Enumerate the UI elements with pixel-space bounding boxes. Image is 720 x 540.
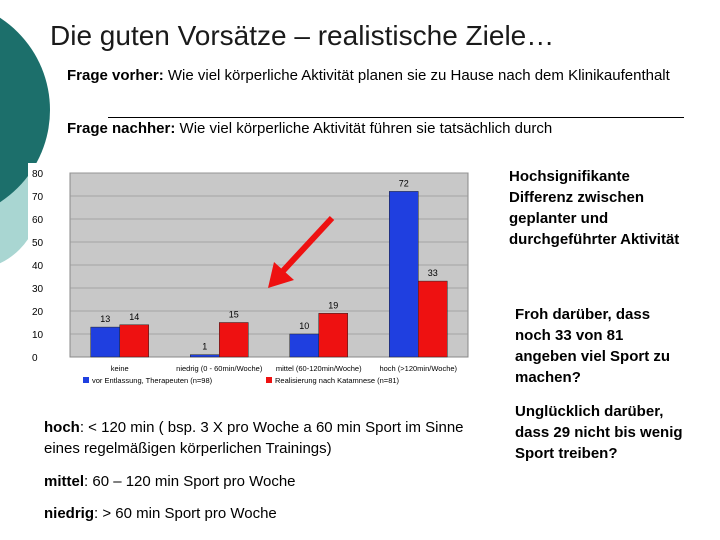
question-before: Frage vorher: Wie viel körperliche Aktiv… xyxy=(67,66,687,86)
bar xyxy=(289,333,319,358)
x-tick-label: hoch (>120min/Woche) xyxy=(379,364,457,373)
note-glad: Froh darüber, dass noch 33 von 81 angebe… xyxy=(515,306,671,386)
divider-line xyxy=(108,117,684,118)
x-tick-label: mittel (60-120min/Woche) xyxy=(276,364,362,373)
data-label: 72 xyxy=(399,178,409,188)
data-label: 14 xyxy=(129,312,139,322)
note-unhappy: Unglücklich darüber, dass 29 nicht bis w… xyxy=(515,403,683,462)
bar xyxy=(119,324,149,358)
definition-niedrig-text: : > 60 min Sport pro Woche xyxy=(94,505,277,522)
definition-niedrig-label: niedrig xyxy=(44,505,95,522)
x-tick-label: niedrig (0 - 60min/Woche) xyxy=(176,364,263,373)
question-after-label: Frage nachher: xyxy=(67,120,176,137)
definition-hoch: hoch: < 120 min ( bsp. 3 X pro Woche a 6… xyxy=(44,417,499,459)
y-tick-label: 40 xyxy=(32,261,44,272)
slide-title: Die guten Vorsätze – realistische Ziele… xyxy=(50,20,555,51)
y-tick-label: 20 xyxy=(32,307,44,318)
definition-hoch-label: hoch xyxy=(44,419,80,436)
y-tick-label: 50 xyxy=(32,238,44,249)
legend-swatch xyxy=(266,377,272,383)
definition-mittel: mittel: 60 – 120 min Sport pro Woche xyxy=(44,471,499,492)
data-label: 19 xyxy=(328,300,338,310)
definition-mittel-label: mittel xyxy=(44,473,85,490)
y-tick-label: 10 xyxy=(32,330,44,341)
bar-chart: 0 10 20 30 40 50 60 70 80 13 14 keine 1 15 niedrig (0 … xyxy=(28,163,472,400)
y-tick-label: 70 xyxy=(32,192,44,203)
bar xyxy=(90,326,120,358)
definition-hoch-text: : < 120 min ( bsp. 3 X pro Woche a 60 mi… xyxy=(44,419,464,457)
data-label: 1 xyxy=(202,342,207,352)
definition-niedrig: niedrig: > 60 min Sport pro Woche xyxy=(44,503,499,524)
data-label: 13 xyxy=(100,314,110,324)
legend-entry: vor Entlassung, Therapeuten (n=98) xyxy=(92,376,213,385)
bar xyxy=(318,313,348,358)
bar-chart-svg: 0 10 20 30 40 50 60 70 80 13 14 keine 1 15 niedrig (0 … xyxy=(32,169,469,385)
definition-mittel-text: : 60 – 120 min Sport pro Woche xyxy=(84,473,296,490)
data-label: 33 xyxy=(428,268,438,278)
question-after: Frage nachher: Wie viel körperliche Akti… xyxy=(67,119,687,139)
bar xyxy=(190,354,220,358)
y-tick-label: 80 xyxy=(32,169,44,180)
bar xyxy=(389,191,419,358)
x-tick-label: keine xyxy=(111,364,129,373)
question-before-text: Wie viel körperliche Aktivität planen si… xyxy=(163,67,670,84)
data-label: 15 xyxy=(229,310,239,320)
legend-entry: Realisierung nach Katamnese (n=81) xyxy=(275,376,400,385)
note-significant: Hochsignifikante Differenz zwischen gepl… xyxy=(509,168,680,248)
data-label: 10 xyxy=(299,321,309,331)
question-after-text: Wie viel körperliche Aktivität führen si… xyxy=(175,120,553,137)
y-tick-label: 0 xyxy=(32,353,38,364)
red-arrow-icon xyxy=(268,215,335,288)
bar xyxy=(219,322,249,358)
legend-swatch xyxy=(83,377,89,383)
y-tick-label: 60 xyxy=(32,215,44,226)
y-tick-label: 30 xyxy=(32,284,44,295)
question-before-label: Frage vorher: xyxy=(67,67,164,84)
bar xyxy=(418,280,448,358)
